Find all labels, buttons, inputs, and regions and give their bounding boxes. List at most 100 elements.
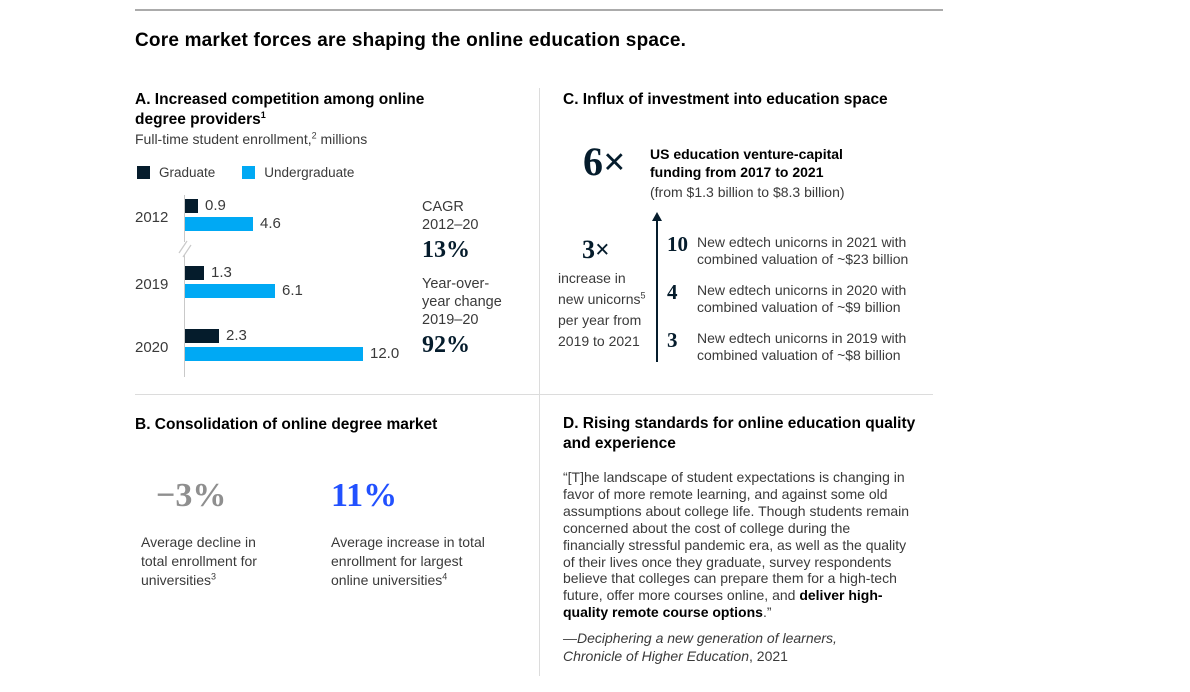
axis-break-icon — [177, 240, 192, 258]
unicorn-count-2019: 3 — [667, 328, 678, 352]
bar-value-undergraduate-2012: 4.6 — [260, 215, 281, 232]
attribution-work: Chronicle of Higher Education — [563, 647, 749, 664]
unicorn-count-2020: 4 — [667, 280, 678, 304]
increase-value: 11% — [331, 477, 398, 514]
up-arrow-line — [656, 221, 658, 362]
unicorn-item-2019: 3 New edtech unicorns in 2019 with combi… — [667, 330, 947, 364]
quote-bold-segment: deliver high-quality remote course optio… — [563, 587, 883, 621]
vc-funding-detail: (from $1.3 billion to $8.3 billion) — [650, 184, 845, 200]
bar-undergraduate-2020 — [185, 347, 363, 361]
legend-item-undergraduate: Undergraduate — [242, 165, 354, 180]
bar-group-2020: 2020 2.3 12.0 — [135, 327, 400, 365]
panel-b-heading: B. Consolidation of online degree market — [135, 416, 438, 433]
bar-row-graduate-2012: 0.9 — [185, 197, 281, 214]
bar-group-2019: 2019 1.3 6.1 — [135, 264, 303, 302]
yoy-value: 92% — [422, 332, 470, 358]
vc-funding-line2: funding from 2017 to 2021 — [650, 163, 824, 180]
bar-value-graduate-2019: 1.3 — [211, 264, 232, 281]
quote-close: .” — [762, 604, 772, 621]
bar-value-graduate-2012: 0.9 — [205, 197, 226, 214]
footnote-3: 3 — [211, 571, 217, 582]
decline-label: Average decline in total enrollment for … — [141, 534, 257, 588]
cagr-value: 13% — [422, 237, 470, 263]
legend-label-graduate: Graduate — [159, 165, 216, 180]
quote-main: “[T]he landscape of student expectations… — [563, 469, 910, 604]
footnote-4: 4 — [442, 571, 448, 582]
increase-label: Average increase in total enrollment for… — [331, 534, 485, 588]
bar-chart: 2012 0.9 4.6 2019 1.3 6.1 2020 2.3 12.0 — [135, 195, 425, 378]
vc-funding-line1: US education venture-capital — [650, 146, 843, 162]
bar-row-undergraduate-2020: 12.0 — [185, 345, 400, 362]
bar-graduate-2019 — [185, 266, 204, 280]
bar-value-undergraduate-2019: 6.1 — [282, 282, 303, 299]
increase-stat: 11% Average increase in total enrollment… — [331, 478, 503, 590]
cagr-block: CAGR 2012–20 13% Year-over- year change … — [422, 198, 537, 358]
panel-a-subtitle: Full-time student enrollment,2 millions — [135, 130, 368, 147]
graduate-swatch-icon — [137, 166, 150, 179]
panel-d-heading: D. Rising standards for online education… — [563, 415, 916, 452]
panel-c-heading: C. Influx of investment into education s… — [563, 91, 888, 108]
bar-undergraduate-2019 — [185, 284, 275, 298]
panel-c-investment: C. Influx of investment into education s… — [558, 88, 935, 388]
attribution-year: , 2021 — [749, 647, 788, 664]
unicorn-increase-stat: 3× increase in new unicorns5 per year fr… — [558, 236, 655, 352]
panel-b-consolidation: B. Consolidation of online degree market… — [135, 412, 539, 672]
year-label-2019: 2019 — [135, 275, 169, 293]
footnote-1: 1 — [260, 109, 266, 120]
attribution-line1: —Deciphering a new generation of learner… — [563, 630, 837, 647]
vc-funding-text: US education venture-capital funding fro… — [650, 145, 845, 202]
unicorn-text-2020: New edtech unicorns in 2020 with combine… — [697, 282, 907, 315]
cagr-label-line2: 2012–20 — [422, 217, 479, 233]
unicorn-items-list: 10 New edtech unicorns in 2021 with comb… — [667, 234, 947, 378]
unicorn-text-2021: New edtech unicorns in 2021 with combine… — [697, 234, 909, 267]
bar-row-undergraduate-2012: 4.6 — [185, 215, 281, 232]
unicorn-text-2019: New edtech unicorns in 2019 with combine… — [697, 330, 907, 363]
top-rule — [135, 9, 943, 11]
bar-group-2012: 2012 0.9 4.6 — [135, 197, 281, 235]
legend-item-graduate: Graduate — [137, 165, 215, 180]
footnote-2: 2 — [311, 130, 317, 141]
panel-a-competition: A. Increased competition among online de… — [135, 88, 539, 388]
vc-multiple-value: 6× — [583, 139, 626, 184]
legend-label-undergraduate: Undergraduate — [264, 165, 355, 180]
vertical-divider — [539, 88, 540, 676]
unicorn-item-2020: 4 New edtech unicorns in 2020 with combi… — [667, 282, 947, 316]
panel-a-heading-text: A. Increased competition among online de… — [135, 91, 425, 128]
chart-legend: Graduate Undergraduate — [137, 165, 354, 180]
bar-row-graduate-2019: 1.3 — [185, 264, 303, 281]
decline-value: −3% — [156, 477, 227, 514]
unicorn-multiple-value: 3× — [582, 235, 610, 264]
chart-axis — [184, 195, 185, 377]
year-label-2020: 2020 — [135, 338, 169, 356]
page-title: Core market forces are shaping the onlin… — [135, 30, 687, 51]
horizontal-divider — [135, 394, 933, 395]
student-expectations-quote: “[T]he landscape of student expectations… — [563, 469, 911, 665]
yoy-label-line3: 2019–20 — [422, 312, 479, 328]
cagr-label-line1: CAGR — [422, 199, 464, 215]
yoy-label-line1: Year-over- — [422, 276, 490, 292]
bar-graduate-2012 — [185, 199, 198, 213]
unicorn-item-2021: 10 New edtech unicorns in 2021 with comb… — [667, 234, 947, 268]
vc-funding-stat: 6× US education venture-capital funding … — [583, 139, 845, 202]
bar-row-graduate-2020: 2.3 — [185, 327, 399, 344]
bars-2019: 1.3 6.1 — [185, 264, 303, 302]
unicorn-increase-label: increase in new unicorns5 per year from … — [558, 270, 646, 349]
undergraduate-swatch-icon — [242, 166, 256, 179]
bars-2020: 2.3 12.0 — [185, 327, 400, 365]
bar-value-graduate-2020: 2.3 — [226, 327, 247, 344]
unicorn-count-2021: 10 — [667, 232, 688, 256]
footnote-5: 5 — [640, 290, 646, 301]
decline-stat: −3% Average decline in total enrollment … — [141, 478, 283, 590]
panel-a-heading: A. Increased competition among online de… — [135, 90, 475, 129]
quote-attribution: —Deciphering a new generation of learner… — [563, 630, 911, 665]
bar-undergraduate-2012 — [185, 217, 253, 231]
bar-graduate-2020 — [185, 329, 219, 343]
yoy-label-line2: year change — [422, 294, 502, 310]
panel-d-rising-standards: D. Rising standards for online education… — [563, 412, 935, 682]
up-arrow-icon — [652, 212, 662, 221]
bar-row-undergraduate-2019: 6.1 — [185, 282, 303, 299]
bar-value-undergraduate-2020: 12.0 — [370, 345, 400, 362]
bars-2012: 0.9 4.6 — [185, 197, 281, 235]
year-label-2012: 2012 — [135, 208, 169, 226]
